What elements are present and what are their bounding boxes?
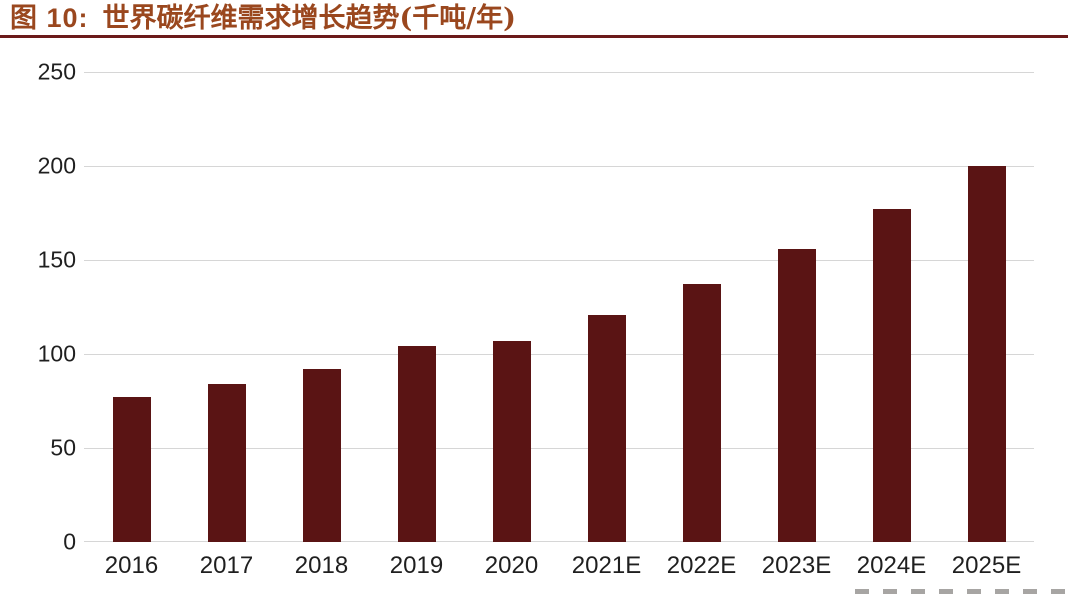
plot-area (84, 72, 1034, 542)
x-tick-label-2021E: 2021E (571, 552, 642, 579)
gridline-0 (84, 541, 1034, 542)
figure-header: 图 10: 世界碳纤维需求增长趋势(千吨/年) (10, 2, 516, 35)
y-tick-label-150: 150 (37, 246, 76, 273)
bar-2019 (397, 346, 436, 542)
y-axis-labels: 0 50 100 150 200 250 (0, 59, 76, 555)
y-tick-label-200: 200 (37, 152, 76, 179)
y-tick-label-50: 50 (50, 434, 76, 461)
y-tick-label-100: 100 (37, 340, 76, 367)
x-tick-label-2022E: 2022E (666, 552, 737, 579)
y-tick-label-250: 250 (37, 58, 76, 85)
x-tick-label-2018: 2018 (294, 552, 349, 579)
header-divider (0, 35, 1068, 38)
figure-number: 图 10: (10, 3, 89, 33)
bar-2024E (872, 209, 911, 542)
bar-2020 (492, 340, 531, 542)
clipped-watermark-artifact (855, 589, 1065, 594)
gridline-150 (84, 260, 1034, 261)
y-tick-label-0: 0 (63, 528, 76, 555)
bar-2025E (967, 166, 1006, 542)
bar-2023E (777, 248, 816, 542)
x-tick-label-2016: 2016 (104, 552, 159, 579)
x-tick-label-2019: 2019 (389, 552, 444, 579)
x-tick-label-2020: 2020 (484, 552, 539, 579)
bar-2018 (302, 369, 341, 542)
x-tick-label-2024E: 2024E (856, 552, 927, 579)
bar-2021E (587, 314, 626, 542)
x-tick-label-2023E: 2023E (761, 552, 832, 579)
bar-2017 (207, 384, 246, 542)
figure-title: 世界碳纤维需求增长趋势(千吨/年) (102, 3, 516, 34)
gridline-100 (84, 354, 1034, 355)
x-axis-labels: 2016 2017 2018 2019 2020 2021E 2022E 2023E 2024E… (84, 552, 1034, 582)
bar-2016 (112, 397, 151, 542)
gridline-50 (84, 448, 1034, 449)
bar-2022E (682, 284, 721, 542)
gridline-200 (84, 166, 1034, 167)
x-tick-label-2025E: 2025E (951, 552, 1022, 579)
gridline-250 (84, 72, 1034, 73)
x-tick-label-2017: 2017 (199, 552, 254, 579)
